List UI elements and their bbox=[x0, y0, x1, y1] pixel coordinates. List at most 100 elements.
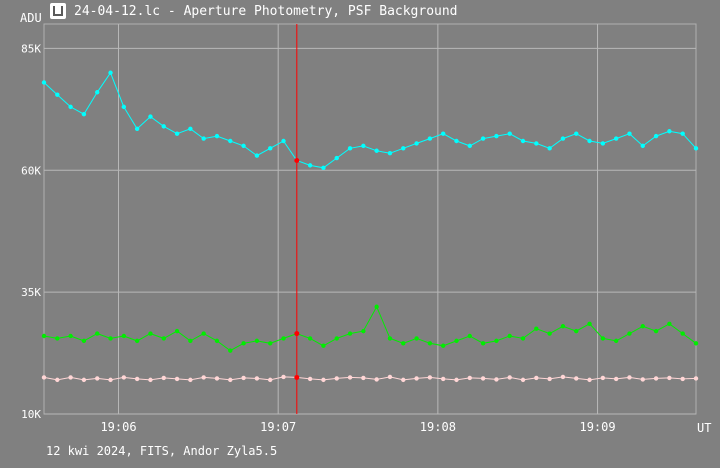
data-point bbox=[574, 131, 579, 136]
data-point bbox=[228, 377, 233, 383]
data-point bbox=[414, 141, 419, 146]
data-point bbox=[680, 376, 685, 382]
data-point bbox=[560, 136, 566, 141]
data-point bbox=[334, 376, 339, 381]
series-3 bbox=[41, 374, 699, 383]
data-point bbox=[480, 376, 486, 381]
data-point bbox=[574, 376, 579, 381]
data-point bbox=[653, 328, 659, 334]
data-point bbox=[121, 375, 127, 380]
data-point bbox=[228, 138, 233, 144]
data-point bbox=[174, 131, 180, 136]
data-point bbox=[68, 375, 73, 380]
x-tick-label: 19:06 bbox=[100, 420, 136, 434]
data-point bbox=[560, 374, 566, 380]
data-point bbox=[547, 146, 552, 151]
data-point bbox=[387, 336, 393, 341]
data-point bbox=[108, 377, 113, 383]
data-point bbox=[134, 376, 140, 382]
data-point bbox=[401, 146, 406, 151]
data-point bbox=[480, 341, 486, 346]
data-point bbox=[81, 111, 87, 117]
data-point bbox=[68, 333, 73, 339]
data-point bbox=[228, 348, 233, 353]
lightcurve-app-icon[interactable] bbox=[50, 3, 66, 19]
data-point bbox=[95, 90, 100, 95]
data-point bbox=[188, 126, 193, 132]
data-point bbox=[148, 114, 153, 119]
data-point bbox=[520, 377, 526, 383]
data-point bbox=[241, 341, 246, 346]
data-point bbox=[454, 338, 459, 344]
data-point bbox=[361, 143, 366, 149]
data-point bbox=[307, 336, 313, 341]
data-point bbox=[627, 375, 632, 380]
data-point bbox=[254, 376, 260, 381]
data-point bbox=[494, 377, 499, 382]
plot-area[interactable] bbox=[43, 23, 697, 415]
data-point bbox=[600, 141, 606, 146]
data-point bbox=[214, 133, 220, 139]
data-point bbox=[148, 331, 153, 336]
data-point bbox=[560, 324, 566, 329]
data-point bbox=[680, 131, 685, 136]
data-point bbox=[361, 375, 366, 381]
data-point bbox=[680, 331, 685, 336]
cursor-point bbox=[294, 374, 300, 380]
data-point bbox=[201, 136, 206, 141]
data-point bbox=[627, 331, 632, 336]
data-point bbox=[201, 331, 206, 336]
data-point bbox=[148, 377, 153, 383]
data-point bbox=[414, 376, 419, 381]
data-point bbox=[507, 131, 512, 136]
data-point bbox=[587, 321, 592, 327]
data-point bbox=[600, 336, 606, 341]
data-point bbox=[161, 375, 166, 381]
data-point bbox=[494, 338, 499, 344]
data-point bbox=[161, 124, 166, 129]
x-axis-label: UT bbox=[697, 421, 711, 435]
y-tick-label: 35K bbox=[21, 286, 41, 299]
data-point bbox=[268, 146, 273, 151]
data-point bbox=[41, 375, 47, 380]
data-point bbox=[667, 375, 672, 381]
data-point bbox=[653, 376, 659, 381]
data-point bbox=[188, 377, 193, 383]
series-line bbox=[43, 71, 697, 169]
axis-ticks: 10K 35K 60K 85K 19:06 19:07 19:08 19:09 bbox=[21, 42, 615, 434]
data-point bbox=[347, 146, 353, 151]
data-point bbox=[361, 328, 366, 334]
data-point bbox=[387, 374, 393, 380]
data-point bbox=[693, 146, 699, 151]
data-point bbox=[520, 336, 526, 341]
data-point bbox=[374, 304, 379, 309]
data-point bbox=[281, 336, 286, 341]
cursor-point bbox=[294, 158, 300, 163]
data-point bbox=[494, 133, 499, 139]
data-point bbox=[613, 376, 619, 382]
data-point bbox=[95, 376, 100, 381]
data-point bbox=[347, 375, 353, 380]
cursor-markers bbox=[294, 158, 300, 380]
data-point bbox=[321, 377, 326, 383]
data-point bbox=[653, 133, 659, 139]
data-point bbox=[507, 375, 512, 380]
data-point bbox=[307, 163, 313, 168]
data-point bbox=[401, 377, 406, 383]
data-point bbox=[401, 341, 406, 346]
data-point bbox=[374, 377, 379, 382]
data-point bbox=[241, 143, 246, 149]
data-point bbox=[321, 165, 326, 171]
data-point bbox=[41, 333, 47, 339]
data-point bbox=[41, 80, 47, 85]
data-point bbox=[281, 374, 286, 380]
data-point bbox=[480, 136, 486, 141]
data-point bbox=[427, 136, 433, 141]
data-point bbox=[134, 126, 140, 132]
data-point bbox=[347, 331, 353, 336]
data-point bbox=[254, 153, 260, 158]
data-point bbox=[214, 338, 220, 344]
y-tick-label: 10K bbox=[21, 408, 41, 421]
data-point bbox=[55, 92, 60, 97]
